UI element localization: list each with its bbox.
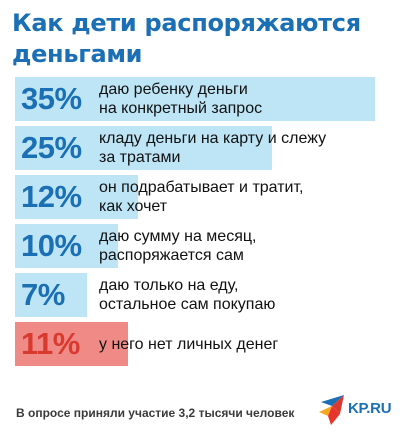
category-label-3: даю сумму на месяц, распоряжается сам [99,228,257,264]
bar-5 [15,322,128,366]
bar-2 [15,175,138,219]
value-label-4: 7% [21,277,65,312]
value-label-1: 25% [21,130,82,165]
bar-0 [15,77,375,121]
bar-3 [15,224,118,268]
value-label-0: 35% [21,81,82,116]
category-label-2: он подрабатывает и тратит, как хочет [99,179,304,215]
survey-note: В опросе приняли участие 3,2 тысячи чело… [16,406,295,420]
value-label-3: 10% [21,228,82,263]
value-label-5: 11% [21,326,80,361]
value-label-2: 12% [21,179,82,214]
category-label-1: кладу деньги на карту и слежу за тратами [99,130,327,166]
kp-star-logo-icon [319,395,344,425]
bar-1 [15,126,272,170]
kp-logo: KP.RU [318,392,404,428]
category-label-4: даю только на еду, остальное сам покупаю [99,277,276,313]
chart-title: Как дети распоряжаются деньгами [12,9,361,68]
category-label-5: у него нет личных денег [99,335,279,353]
kp-logo-text: KP.RU [348,400,392,417]
category-label-0: даю ребенку деньги на конкретный запрос [99,81,263,117]
bar-4 [15,273,87,317]
